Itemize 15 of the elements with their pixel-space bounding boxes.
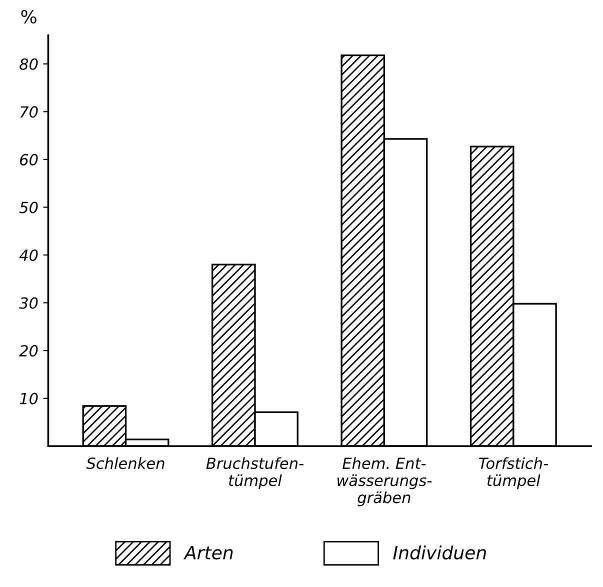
y-tick-label: 10: [20, 392, 38, 404]
y-tick-label: 30: [19, 297, 38, 309]
x-tick-label: Bruchstufen- tümpel: [206, 457, 304, 490]
y-tick-label: 60: [20, 154, 38, 166]
y-tick-label: 50: [19, 202, 38, 214]
y-axis-title: %: [21, 10, 36, 24]
y-tick-label: 70: [20, 106, 38, 118]
y-tick-label: 40: [19, 249, 38, 262]
x-tick-label: Ehem. Ent- wässerungs- gräben: [338, 457, 432, 506]
y-tick-label: 80: [20, 58, 38, 70]
x-tick-label: Torfstich- tümpel: [478, 457, 548, 490]
legend-label: Arten: [183, 546, 233, 560]
x-tick-label: Schlenken: [86, 457, 164, 470]
legend-label: Individuen: [393, 545, 486, 560]
y-tick-label: 20: [19, 345, 38, 357]
